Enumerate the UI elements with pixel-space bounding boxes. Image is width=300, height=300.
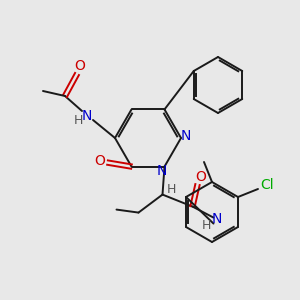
Text: H: H [73, 115, 83, 128]
Text: N: N [156, 164, 167, 178]
Text: O: O [195, 169, 206, 184]
Text: H: H [167, 183, 176, 196]
Text: N: N [82, 109, 92, 123]
Text: O: O [94, 154, 105, 168]
Text: N: N [181, 129, 191, 143]
Text: N: N [211, 212, 222, 226]
Text: O: O [75, 59, 86, 73]
Text: Cl: Cl [260, 178, 274, 192]
Text: H: H [202, 219, 211, 232]
